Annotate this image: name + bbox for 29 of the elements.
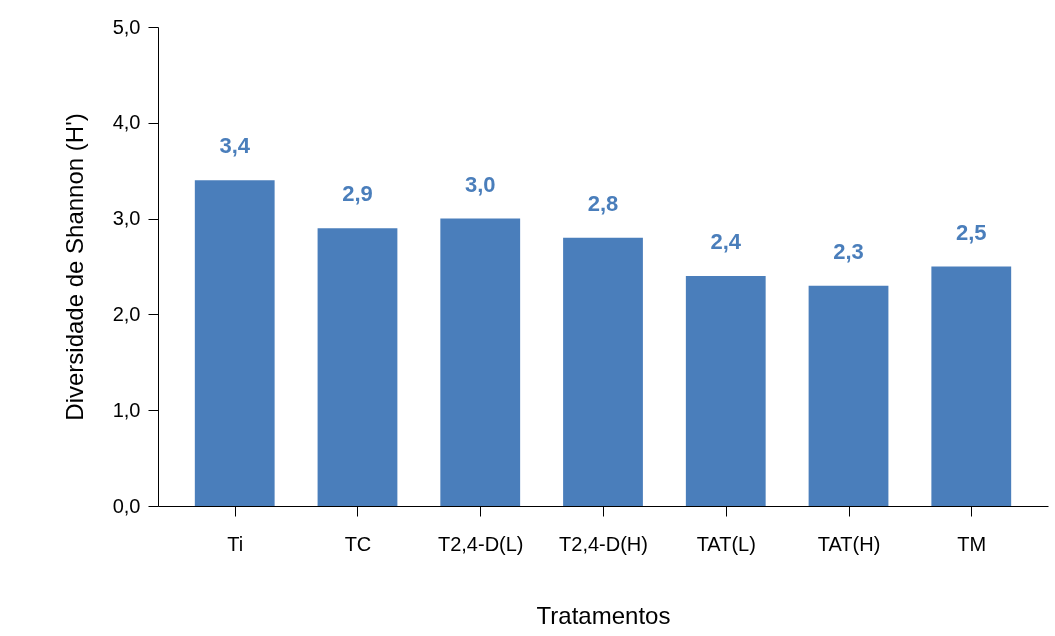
bar: [563, 237, 643, 506]
x-tick-label: Ti: [227, 532, 244, 555]
data-label: 2,3: [833, 238, 864, 264]
data-label: 3,0: [464, 171, 496, 197]
data-label: 2,8: [587, 190, 619, 216]
data-label: 2,4: [710, 229, 742, 255]
bar: [317, 228, 398, 506]
data-label: 3,4: [219, 133, 251, 159]
data-label: 2,5: [955, 219, 987, 245]
bar: [931, 266, 1012, 506]
y-axis-title: Diversidade de Shannon (H'): [60, 113, 88, 421]
y-tick-label: 0,0: [112, 494, 141, 517]
x-axis-title: Tratamentos: [536, 601, 671, 629]
x-tick-label: TAT(H): [817, 532, 881, 555]
y-tick-label: 2,0: [112, 302, 141, 325]
y-tick-label: 5,0: [112, 15, 141, 38]
x-tick-label: TC: [344, 532, 372, 555]
bar: [685, 276, 766, 506]
x-tick-label: T2,4-D(H): [559, 532, 648, 555]
y-tick-label: 1,0: [112, 398, 141, 421]
y-tick-label: 3,0: [112, 207, 141, 230]
x-tick-label: TM: [957, 532, 987, 555]
x-tick-label: TAT(L): [696, 532, 756, 555]
bar: [808, 285, 889, 506]
bar: [194, 180, 275, 506]
data-label: 2,9: [342, 181, 373, 207]
x-tick-label: T2,4-D(L): [437, 532, 524, 555]
bar: [440, 218, 521, 506]
y-tick-label: 4,0: [112, 111, 141, 134]
